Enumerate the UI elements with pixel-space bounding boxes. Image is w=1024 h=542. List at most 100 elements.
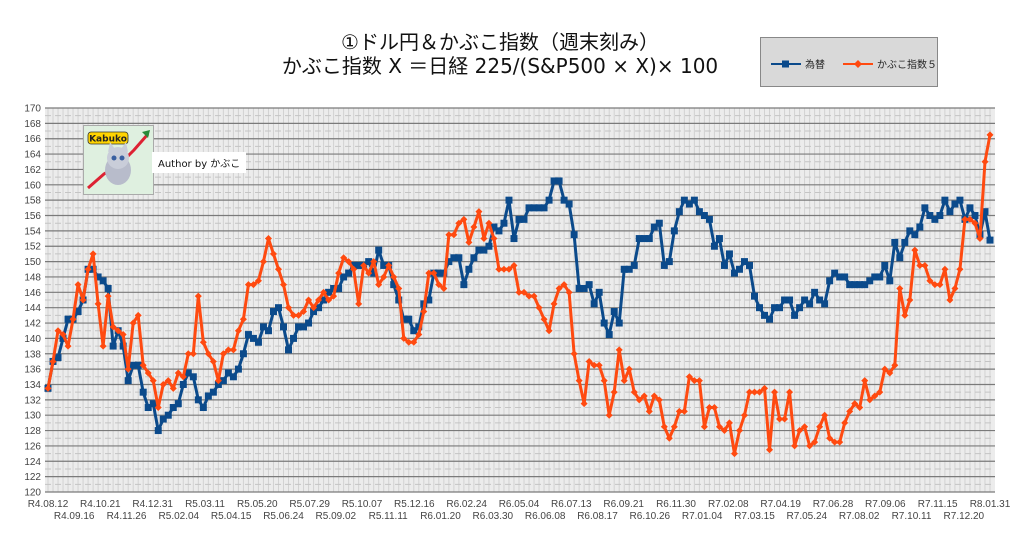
data-point [605,331,613,339]
x-tick-label: R6.03.30 [473,511,514,522]
data-point [831,269,839,277]
data-point [209,388,217,396]
data-point [455,254,463,262]
data-point [109,342,117,350]
x-tick-label: R5.11.11 [369,511,409,522]
data-point [816,423,824,431]
data-point [540,315,548,323]
x-tick-label: R4.09.16 [54,511,95,522]
data-point [74,281,82,289]
data-point [881,261,889,269]
data-point [249,281,257,289]
x-tick-label: R5.02.04 [159,511,200,522]
y-tick-label: 136 [24,365,41,376]
y-tick-label: 146 [24,288,41,299]
y-tick-label: 160 [24,180,41,191]
x-tick-label: R7.01.04 [682,511,723,522]
data-point [350,265,358,273]
data-point [826,277,834,285]
legend-label: 為替 [805,60,825,71]
data-point [761,384,769,392]
data-point [340,273,348,281]
data-point [405,338,413,346]
legend-label: かぶこ指数５ [877,60,937,71]
data-point [946,296,954,304]
data-point [961,215,969,223]
data-point [906,296,914,304]
y-tick-label: 138 [24,349,41,360]
data-point [886,369,894,377]
data-point [816,296,824,304]
x-tick-label: R8.01.31 [970,499,1011,510]
data-point [199,404,207,412]
y-tick-label: 148 [24,272,41,283]
data-point [219,377,227,385]
data-point [59,334,67,342]
data-point [876,273,884,281]
data-point [239,315,247,323]
data-point [871,392,879,400]
x-tick-label: R4.08.12 [28,499,69,510]
data-point [730,450,738,458]
data-point [720,427,728,435]
data-point [274,265,282,273]
data-point [510,235,518,243]
data-point [174,400,182,408]
data-point [786,388,794,396]
legend-square-marker-icon [771,60,801,67]
data-point [134,311,142,319]
data-point [560,196,568,204]
x-tick-label: R6.05.04 [499,499,540,510]
data-point [134,361,142,369]
data-point [665,434,673,442]
data-point [54,327,62,335]
y-tick-label: 128 [24,426,41,437]
data-point [164,411,172,419]
data-point [229,373,237,381]
data-point [430,269,438,277]
data-point [69,315,77,323]
data-point [655,396,663,404]
x-tick-label: R6.10.26 [630,511,671,522]
data-point [976,235,984,243]
data-point [405,315,413,323]
data-point [570,350,578,358]
data-point [490,223,498,231]
data-point [766,315,774,323]
data-point [801,296,809,304]
data-point [139,388,147,396]
data-point [866,277,874,285]
data-point [89,265,97,273]
data-point [725,419,733,427]
data-point [370,258,378,266]
data-point [745,388,753,396]
data-point [550,177,558,185]
data-point [204,350,212,358]
data-point [320,288,328,296]
x-tick-label: R4.10.21 [80,499,121,510]
data-point [590,361,598,369]
data-point [931,281,939,289]
data-point [139,361,147,369]
data-point [715,423,723,431]
data-point [670,227,678,235]
y-tick-label: 166 [24,134,41,145]
x-tick-label: R6.09.21 [603,499,644,510]
data-point [635,235,643,243]
data-point [610,388,618,396]
data-point [630,388,638,396]
data-point [330,292,338,300]
data-point [400,334,408,342]
data-point [580,284,588,292]
data-point [771,388,779,396]
data-point [605,411,613,419]
data-point [280,323,287,331]
x-tick-label: R5.12.16 [394,499,435,510]
y-tick-label: 154 [24,226,41,237]
y-tick-label: 170 [24,104,41,115]
data-point [700,423,708,431]
data-point [966,204,974,212]
data-point [690,377,698,385]
data-point [335,284,343,292]
y-tick-label: 164 [24,150,41,161]
